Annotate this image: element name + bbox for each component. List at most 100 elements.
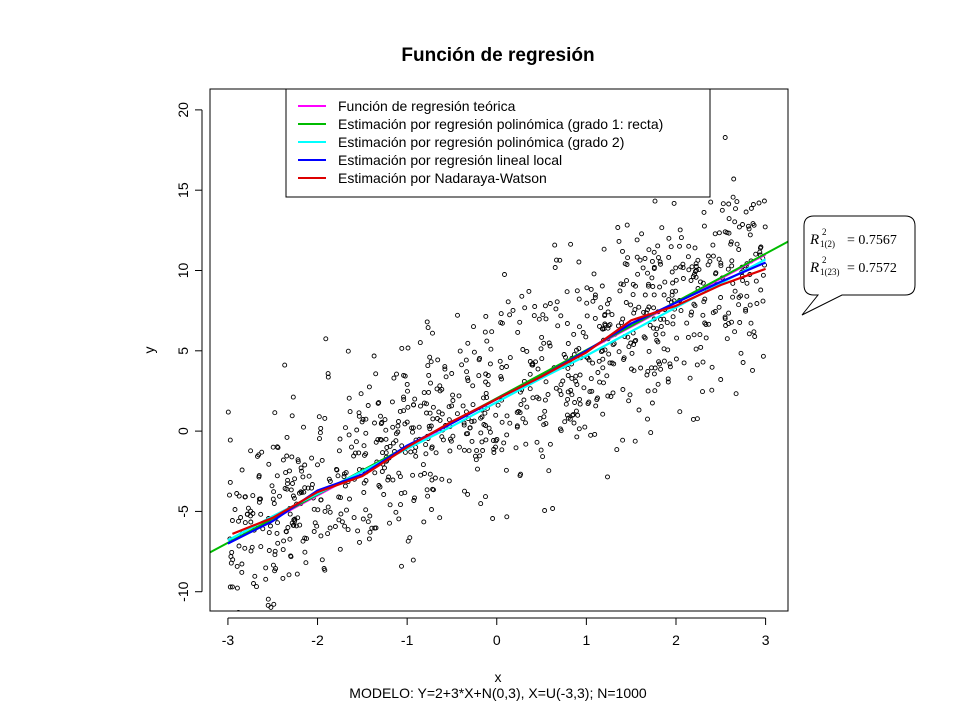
scatter-point	[716, 256, 722, 262]
scatter-point	[375, 437, 381, 443]
scatter-point	[265, 613, 269, 617]
scatter-point	[422, 471, 427, 476]
scatter-point	[387, 443, 393, 449]
scatter-point	[461, 422, 467, 428]
scatter-point	[724, 336, 730, 342]
scatter-point	[341, 474, 347, 480]
scatter-point	[482, 329, 488, 335]
r-superscript: 2	[822, 255, 827, 265]
scatter-point	[605, 301, 610, 307]
scatter-point	[479, 414, 485, 420]
scatter-point	[688, 278, 694, 283]
scatter-point	[295, 457, 301, 463]
scatter-point	[665, 376, 671, 382]
scatter-point	[686, 243, 692, 249]
scatter-point	[463, 357, 469, 363]
scatter-point	[405, 388, 410, 394]
scatter-point	[570, 412, 576, 418]
scatter-point	[744, 293, 750, 299]
scatter-point	[363, 478, 369, 484]
scatter-point	[315, 507, 321, 513]
callout-bubble	[801, 215, 916, 316]
scatter-point	[386, 474, 392, 480]
scatter-point	[608, 394, 614, 399]
scatter-point	[599, 283, 605, 289]
scatter-point	[545, 392, 551, 397]
scatter-point	[507, 420, 513, 426]
scatter-point	[592, 315, 598, 321]
scatter-point	[401, 372, 407, 378]
scatter-point	[424, 487, 430, 493]
scatter-point	[760, 272, 766, 278]
scatter-point	[736, 302, 742, 308]
scatter-point	[504, 432, 510, 438]
scatter-point	[623, 300, 629, 305]
scatter-point	[519, 293, 525, 299]
y-tick-label: 15	[175, 182, 191, 198]
scatter-point	[616, 238, 622, 244]
scatter-point	[673, 277, 679, 283]
scatter-point	[256, 474, 262, 480]
scatter-point	[573, 373, 579, 379]
scatter-point	[576, 296, 582, 302]
scatter-point	[356, 413, 362, 419]
scatter-point	[726, 201, 732, 207]
scatter-point	[322, 415, 328, 421]
scatter-point	[661, 358, 667, 364]
scatter-point	[646, 348, 652, 354]
scatter-point	[733, 206, 738, 212]
scatter-point	[690, 416, 696, 422]
scatter-point	[558, 392, 564, 397]
scatter-point	[710, 242, 716, 248]
scatter-point	[302, 549, 308, 555]
r-squared-row-1: R 2 1(2) = 0.7567	[809, 227, 897, 249]
scatter-point	[517, 410, 523, 416]
scatter-point	[730, 194, 736, 200]
scatter-point	[573, 378, 579, 384]
scatter-point	[353, 439, 359, 445]
scatter-point	[558, 313, 564, 319]
scatter-point	[378, 413, 383, 419]
scatter-point	[635, 271, 641, 277]
scatter-point	[499, 419, 505, 425]
scatter-point	[473, 457, 479, 463]
scatter-point	[227, 492, 232, 498]
scatter-point	[667, 364, 673, 370]
scatter-point	[600, 411, 606, 417]
scatter-point	[547, 301, 553, 306]
scatter-point	[701, 209, 707, 215]
scatter-point	[229, 518, 235, 523]
scatter-point	[405, 404, 411, 410]
scatter-point	[565, 396, 571, 402]
scatter-point	[657, 259, 663, 265]
scatter-point	[684, 320, 690, 326]
scatter-point	[471, 418, 477, 424]
y-tick-label: 0	[175, 427, 191, 435]
scatter-point	[355, 528, 361, 534]
scatter-point	[390, 477, 396, 483]
scatter-point	[615, 225, 621, 230]
scatter-point	[620, 437, 626, 443]
scatter-point	[376, 400, 382, 406]
legend-label: Estimación por Nadaraya-Watson	[338, 170, 547, 186]
scatter-point	[646, 281, 651, 287]
scatter-point	[762, 224, 768, 230]
scatter-point	[554, 299, 560, 305]
scatter-point	[646, 247, 652, 253]
scatter-point	[707, 258, 713, 264]
scatter-point	[396, 419, 401, 424]
scatter-point	[562, 419, 568, 425]
scatter-point	[651, 249, 657, 255]
scatter-point	[522, 305, 528, 311]
scatter-point	[317, 430, 323, 436]
scatter-point	[597, 379, 603, 385]
scatter-point	[692, 245, 698, 251]
scatter-point	[718, 377, 724, 382]
scatter-point	[418, 403, 423, 409]
scatter-point	[642, 292, 648, 298]
scatter-point	[497, 358, 503, 364]
x-tick-label: -1	[401, 632, 414, 648]
scatter-point	[712, 231, 718, 237]
scatter-point	[504, 514, 510, 520]
scatter-point	[467, 425, 473, 431]
